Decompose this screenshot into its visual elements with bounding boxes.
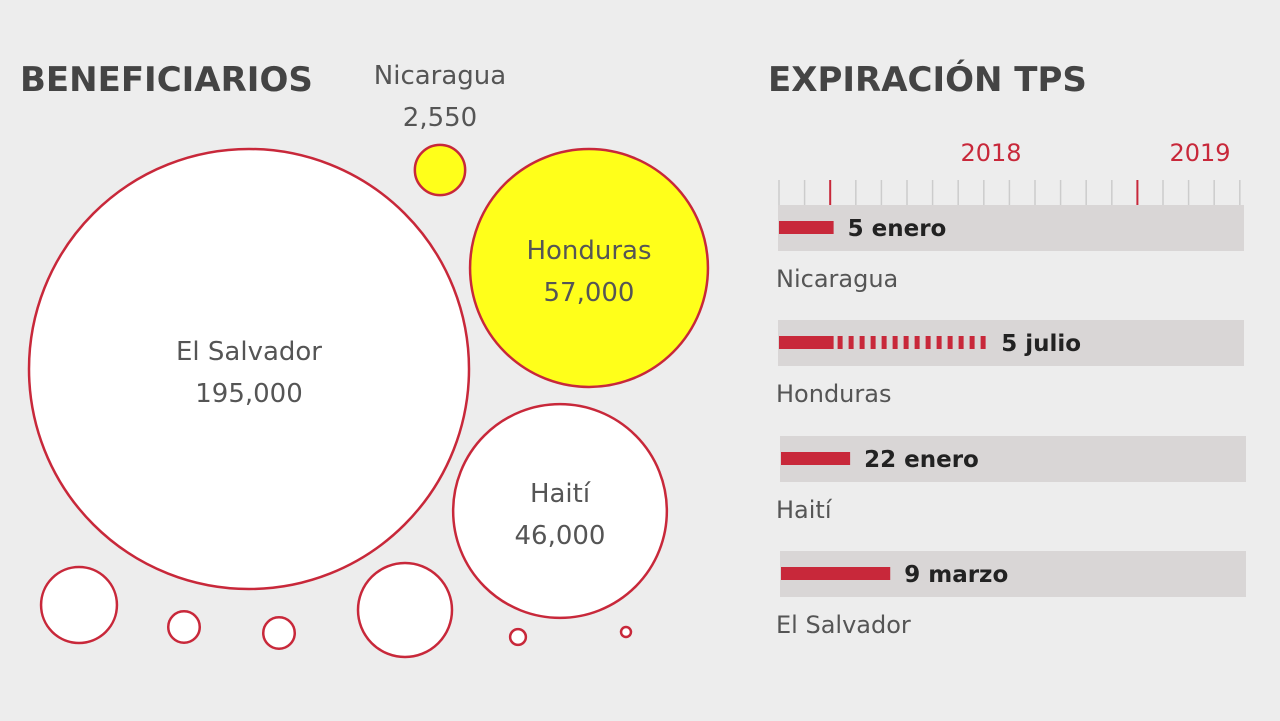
expiration-date: 9 marzo [904, 562, 1008, 588]
bubble-chart: El Salvador 195,000 Honduras 57,000 Haití 46,… [27, 61, 710, 659]
timeline-track [780, 436, 1246, 482]
bubble-unlabeled [508, 627, 528, 647]
extension-dash [969, 336, 975, 349]
expiration-bar [779, 336, 834, 349]
bubble-label: Honduras [526, 236, 651, 266]
extension-dash [914, 336, 920, 349]
extension-dash [936, 336, 942, 349]
extension-dash [903, 336, 909, 349]
extension-dash [870, 336, 876, 349]
country-label: Nicaragua [776, 265, 898, 293]
extension-dash [980, 336, 986, 349]
bubble-unlabeled [166, 609, 202, 645]
bubble-unlabeled [261, 615, 297, 651]
bubble-unlabeled [39, 565, 119, 645]
year-label: 2019 [1169, 139, 1230, 167]
bubble-unlabeled [356, 561, 454, 659]
extension-dash [958, 336, 964, 349]
extension-dash [892, 336, 898, 349]
beneficiarios-title: BENEFICIARIOS [20, 60, 313, 100]
expiracion-title: EXPIRACIÓN TPS [768, 59, 1087, 100]
bubble-value: 195,000 [195, 379, 303, 409]
timeline-track [778, 320, 1244, 366]
extension-dash [881, 336, 887, 349]
extension-dash [925, 336, 931, 349]
bubble-haití [451, 402, 669, 620]
expiration-date: 5 enero [848, 216, 947, 242]
bubble-el-salvador [27, 147, 471, 591]
expiration-date: 5 julio [1001, 331, 1081, 357]
year-label: 2018 [960, 139, 1021, 167]
bubble-nicaragua [413, 143, 467, 197]
timeline-chart: 2018 2019 5 enero Nicaragua 5 julio Honduras 2… [776, 139, 1246, 639]
extension-dash [859, 336, 865, 349]
bubble-label: El Salvador [176, 337, 322, 367]
country-label: Honduras [776, 380, 891, 408]
bubble-value: 2,550 [403, 103, 477, 133]
bubble-label: Haití [530, 479, 591, 509]
bubble-honduras [468, 147, 710, 389]
expiration-bar [781, 567, 891, 580]
extension-dash [947, 336, 953, 349]
country-label: Haití [776, 496, 833, 524]
extension-dash [848, 336, 854, 349]
bubble-label: Nicaragua [374, 61, 506, 91]
expiration-bar [779, 221, 834, 234]
expiration-date: 22 enero [864, 447, 979, 473]
timeline-track [778, 205, 1244, 251]
country-label: El Salvador [776, 611, 911, 639]
bubble-value: 46,000 [515, 521, 606, 551]
expiration-bar [781, 452, 851, 465]
bubble-value: 57,000 [544, 278, 635, 308]
extension-dash [837, 336, 843, 349]
bubble-unlabeled [619, 625, 633, 639]
